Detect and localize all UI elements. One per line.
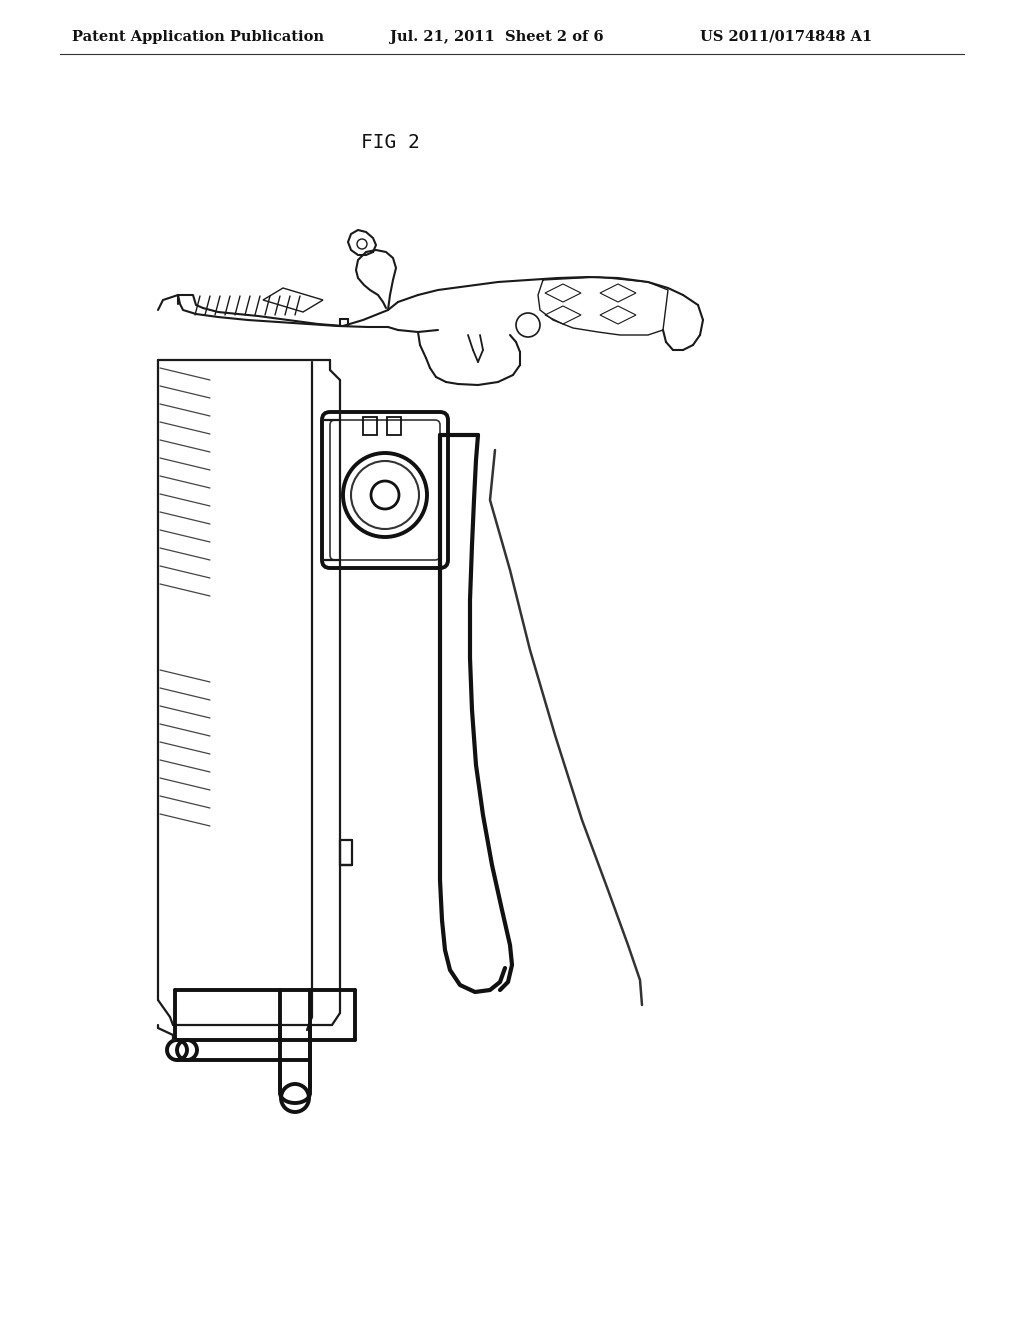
- Text: Patent Application Publication: Patent Application Publication: [72, 30, 324, 44]
- Text: Jul. 21, 2011  Sheet 2 of 6: Jul. 21, 2011 Sheet 2 of 6: [390, 30, 603, 44]
- Text: FIG 2: FIG 2: [360, 132, 420, 152]
- Text: US 2011/0174848 A1: US 2011/0174848 A1: [700, 30, 872, 44]
